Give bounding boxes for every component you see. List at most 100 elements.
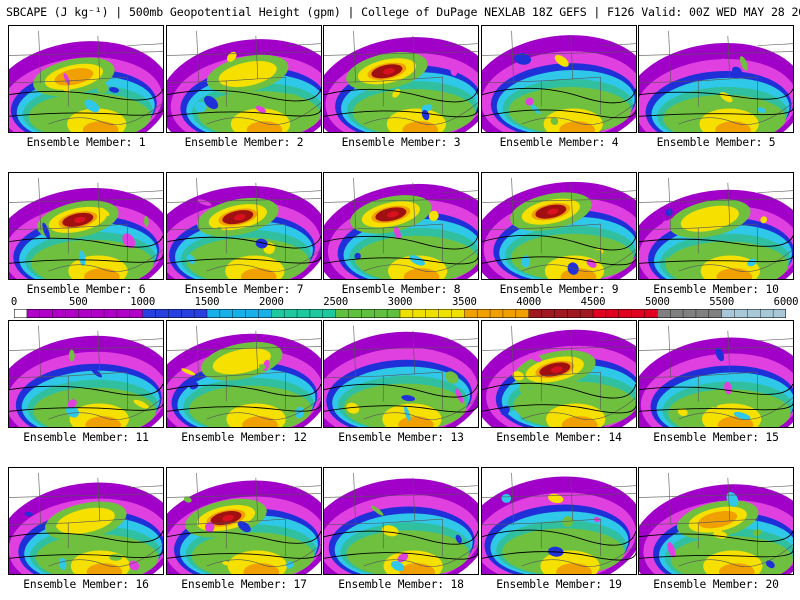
cape-cell bbox=[295, 406, 305, 419]
colorbar-swatch bbox=[400, 309, 465, 318]
cape-cell bbox=[530, 104, 541, 115]
cape-cell bbox=[346, 402, 360, 414]
cape-cell bbox=[500, 405, 510, 416]
cape-cell bbox=[562, 516, 574, 528]
cape-cell bbox=[128, 560, 140, 571]
cape-cell bbox=[68, 349, 75, 362]
cape-cell bbox=[214, 226, 222, 238]
sbcape-map-plot bbox=[324, 30, 478, 132]
cape-high-contour bbox=[399, 563, 435, 574]
cape-cell bbox=[514, 52, 532, 65]
cape-cell bbox=[222, 560, 230, 566]
height-contours bbox=[9, 383, 163, 412]
cape-cell bbox=[186, 254, 196, 264]
cape-cell bbox=[122, 233, 136, 249]
cape-cell bbox=[765, 560, 775, 569]
ensemble-member-label: Ensemble Member: 17 bbox=[181, 578, 307, 591]
cape-high-contour bbox=[559, 121, 595, 132]
ensemble-member-map bbox=[638, 320, 794, 428]
cape-cell bbox=[98, 207, 110, 217]
height-contours bbox=[639, 530, 793, 559]
cape-cell bbox=[56, 523, 65, 530]
ensemble-member-label: Ensemble Member: 18 bbox=[338, 578, 464, 591]
cape-cell bbox=[59, 557, 67, 570]
ensemble-member-label: Ensemble Member: 14 bbox=[496, 431, 622, 444]
ensemble-member-map bbox=[481, 320, 637, 428]
cape-high-contour bbox=[246, 121, 283, 132]
ensemble-member-map bbox=[166, 25, 322, 133]
height-contours bbox=[167, 530, 321, 559]
state-borders bbox=[482, 177, 636, 272]
state-borders bbox=[639, 177, 793, 272]
height-contours bbox=[639, 235, 793, 264]
ensemble-member-map bbox=[8, 320, 164, 428]
ensemble-member-label: Ensemble Member: 8 bbox=[341, 283, 461, 296]
cape-cell bbox=[394, 226, 401, 240]
ensemble-member-label: Ensemble Member: 1 bbox=[26, 136, 146, 149]
ensemble-member-map bbox=[8, 172, 164, 280]
sbcape-map-plot bbox=[639, 325, 793, 427]
cape-high-contour bbox=[243, 563, 280, 574]
sbcape-map-plot bbox=[639, 472, 793, 574]
ensemble-member-map bbox=[323, 320, 479, 428]
cape-cell bbox=[204, 95, 219, 110]
state-borders bbox=[324, 472, 478, 567]
ensemble-member-label: Ensemble Member: 5 bbox=[656, 136, 776, 149]
colorbar-swatch bbox=[207, 309, 272, 318]
state-borders bbox=[167, 472, 321, 567]
cape-cell bbox=[67, 399, 77, 408]
cape-high-contour bbox=[242, 416, 278, 427]
cape-cell bbox=[667, 542, 676, 558]
cape-plains-contour bbox=[680, 205, 739, 232]
cape-cell bbox=[258, 364, 266, 369]
cape-cell bbox=[733, 411, 751, 420]
height-contours bbox=[482, 382, 636, 414]
cape-cell bbox=[548, 493, 564, 504]
cape-plains-contour bbox=[212, 348, 271, 375]
state-borders bbox=[167, 30, 321, 125]
cape-cell bbox=[554, 54, 569, 67]
cape-cell bbox=[183, 496, 192, 503]
cape-cell bbox=[501, 493, 512, 503]
state-borders bbox=[482, 325, 636, 420]
cape-plains-contour bbox=[698, 510, 738, 529]
height-contours bbox=[167, 383, 321, 412]
cape-high-contour bbox=[84, 268, 120, 279]
cape-cell bbox=[726, 491, 739, 507]
colorbar-tick-label: 3000 bbox=[387, 296, 413, 308]
cape-cell bbox=[455, 534, 462, 544]
height-contours bbox=[324, 88, 478, 118]
cape-cell bbox=[42, 222, 50, 240]
cape-cell bbox=[512, 371, 524, 381]
cape-high-contour bbox=[86, 563, 123, 574]
colorbar-tick-label: 2500 bbox=[323, 296, 349, 308]
cape-cell bbox=[715, 347, 725, 362]
cape-cell bbox=[255, 238, 268, 249]
colorbar-tick-label: 1000 bbox=[130, 296, 156, 308]
cape-cell bbox=[731, 66, 743, 77]
sbcape-map-plot bbox=[167, 30, 321, 132]
sbcape-map-plot bbox=[167, 472, 321, 574]
cape-cell bbox=[181, 368, 196, 376]
state-borders bbox=[9, 30, 163, 125]
ensemble-member-label: Ensemble Member: 7 bbox=[184, 283, 304, 296]
cape-cell bbox=[677, 408, 688, 416]
colorbar-tick-label: 4500 bbox=[580, 296, 606, 308]
colorbar-swatch bbox=[464, 309, 529, 318]
ensemble-member-label: Ensemble Member: 11 bbox=[23, 431, 149, 444]
height-contours bbox=[482, 529, 636, 561]
cape-high-contour bbox=[719, 563, 755, 574]
state-borders bbox=[324, 30, 478, 125]
colorbar-tick-label: 3500 bbox=[451, 296, 477, 308]
colorbar-tick-label: 500 bbox=[69, 296, 88, 308]
cape-max-contour bbox=[550, 366, 563, 373]
ensemble-member-label: Ensemble Member: 15 bbox=[653, 431, 779, 444]
sbcape-map-plot bbox=[639, 30, 793, 132]
ensemble-member-map bbox=[638, 467, 794, 575]
ensemble-member-label: Ensemble Member: 2 bbox=[184, 136, 304, 149]
cape-cell bbox=[665, 208, 673, 217]
colorbar-swatch bbox=[528, 309, 593, 318]
ensemble-member-map bbox=[323, 172, 479, 280]
ensemble-member-label: Ensemble Member: 4 bbox=[499, 136, 619, 149]
height-contours bbox=[324, 383, 478, 413]
